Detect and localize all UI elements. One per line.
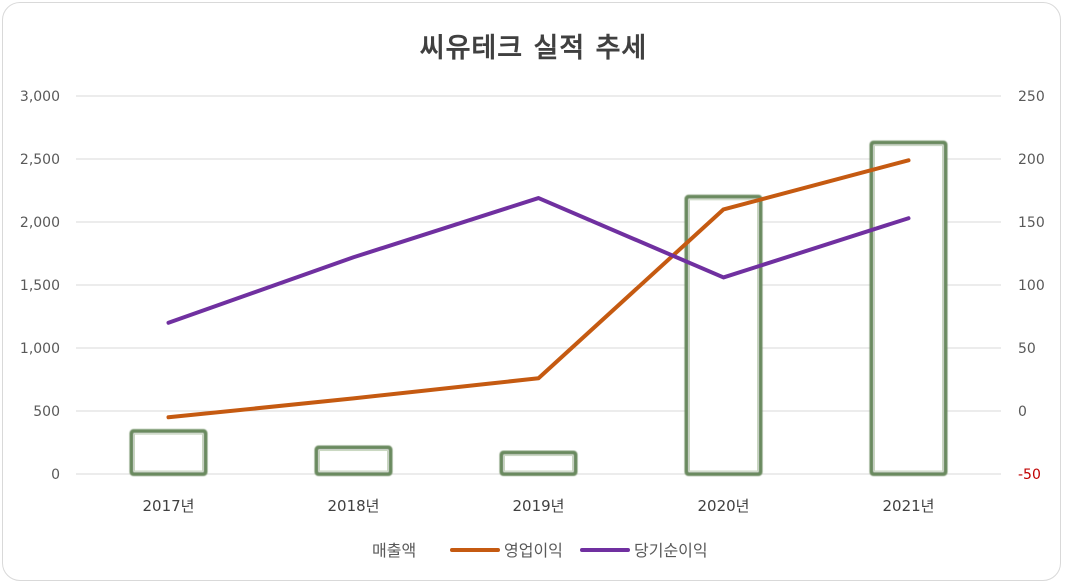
- bar-group: [314, 445, 393, 477]
- gridlines: [76, 95, 1001, 475]
- legend-label: 당기순이익: [634, 541, 708, 560]
- axis-labels: 3,0002,5002,0001,5001,000500025020015010…: [20, 89, 1045, 515]
- y-right-tick-label: 100: [1018, 278, 1045, 294]
- y-left-tick-label: 3,000: [20, 89, 60, 105]
- y-left-tick-label: 1,500: [20, 278, 60, 294]
- legend-label: 영업이익: [504, 541, 563, 560]
- x-tick-label: 2019년: [513, 497, 565, 515]
- y-right-tick-label: 0: [1018, 404, 1027, 420]
- x-tick-label: 2021년: [883, 497, 935, 515]
- bar-group: [869, 140, 948, 476]
- bar-inner: [689, 199, 758, 472]
- y-right-tick-label: -50: [1018, 467, 1041, 483]
- bar-series: [129, 140, 948, 477]
- bar-inner: [504, 455, 573, 472]
- legend-item: 매출액: [372, 541, 416, 560]
- y-right-tick-label: 250: [1018, 89, 1045, 105]
- y-right-tick-label: 50: [1018, 341, 1036, 357]
- bar-group: [499, 450, 578, 476]
- bar-inner: [134, 433, 203, 472]
- bar-inner: [319, 450, 388, 472]
- x-tick-label: 2020년: [698, 497, 750, 515]
- chart-title: 씨유테크 실적 추세: [419, 33, 648, 64]
- y-left-tick-label: 500: [33, 404, 60, 420]
- legend: 매출액 영업이익 당기순이익: [372, 541, 708, 560]
- y-left-tick-label: 2,500: [20, 152, 60, 168]
- x-tick-label: 2018년: [328, 497, 380, 515]
- bar-group: [684, 194, 763, 477]
- legend-item: 당기순이익: [580, 541, 708, 560]
- legend-item: 영업이익: [450, 541, 563, 560]
- bar-inner: [874, 145, 943, 472]
- line-series: [166, 158, 911, 420]
- y-left-tick-label: 2,000: [20, 215, 60, 231]
- y-right-tick-label: 150: [1018, 215, 1045, 231]
- series-line-당기순이익: [166, 196, 911, 325]
- y-left-tick-label: 0: [51, 467, 60, 483]
- legend-label: 매출액: [372, 541, 416, 560]
- bar-group: [129, 429, 208, 477]
- y-right-tick-label: 200: [1018, 152, 1045, 168]
- x-tick-label: 2017년: [143, 497, 195, 515]
- y-left-tick-label: 1,000: [20, 341, 60, 357]
